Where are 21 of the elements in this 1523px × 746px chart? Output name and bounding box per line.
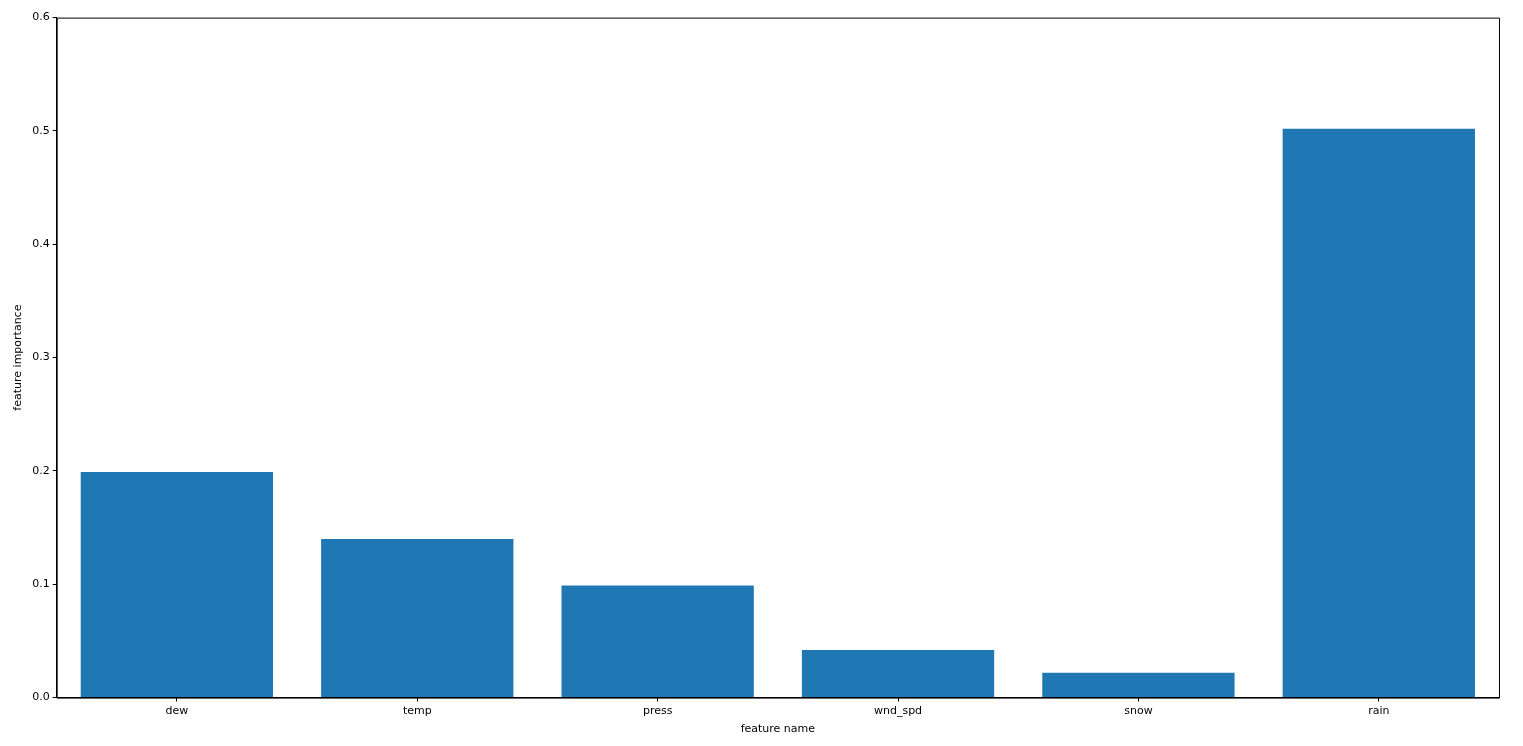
bar bbox=[1042, 672, 1235, 698]
bar bbox=[1282, 128, 1475, 698]
x-tick-label: rain bbox=[1368, 704, 1390, 718]
x-axis-title: feature name bbox=[740, 722, 816, 736]
y-tick-label: 0.1 bbox=[32, 577, 50, 591]
y-tick-label: 0.2 bbox=[32, 463, 50, 477]
y-tick-label: 0.6 bbox=[32, 10, 50, 24]
y-tick-label: 0.5 bbox=[32, 123, 50, 137]
x-tick-label: press bbox=[642, 704, 673, 718]
x-tick-label: snow bbox=[1124, 704, 1153, 718]
bar bbox=[561, 585, 754, 698]
y-tick-label: 0.0 bbox=[32, 690, 50, 704]
bar bbox=[321, 538, 514, 698]
y-axis-title: feature importance bbox=[11, 304, 25, 411]
x-tick-label: wnd_spd bbox=[873, 704, 923, 718]
bar bbox=[801, 650, 995, 698]
bar bbox=[80, 472, 274, 698]
x-tick-label: temp bbox=[402, 704, 432, 718]
y-tick-label: 0.4 bbox=[32, 237, 50, 251]
x-tick-label: dew bbox=[165, 704, 189, 718]
y-tick-label: 0.3 bbox=[32, 350, 50, 364]
